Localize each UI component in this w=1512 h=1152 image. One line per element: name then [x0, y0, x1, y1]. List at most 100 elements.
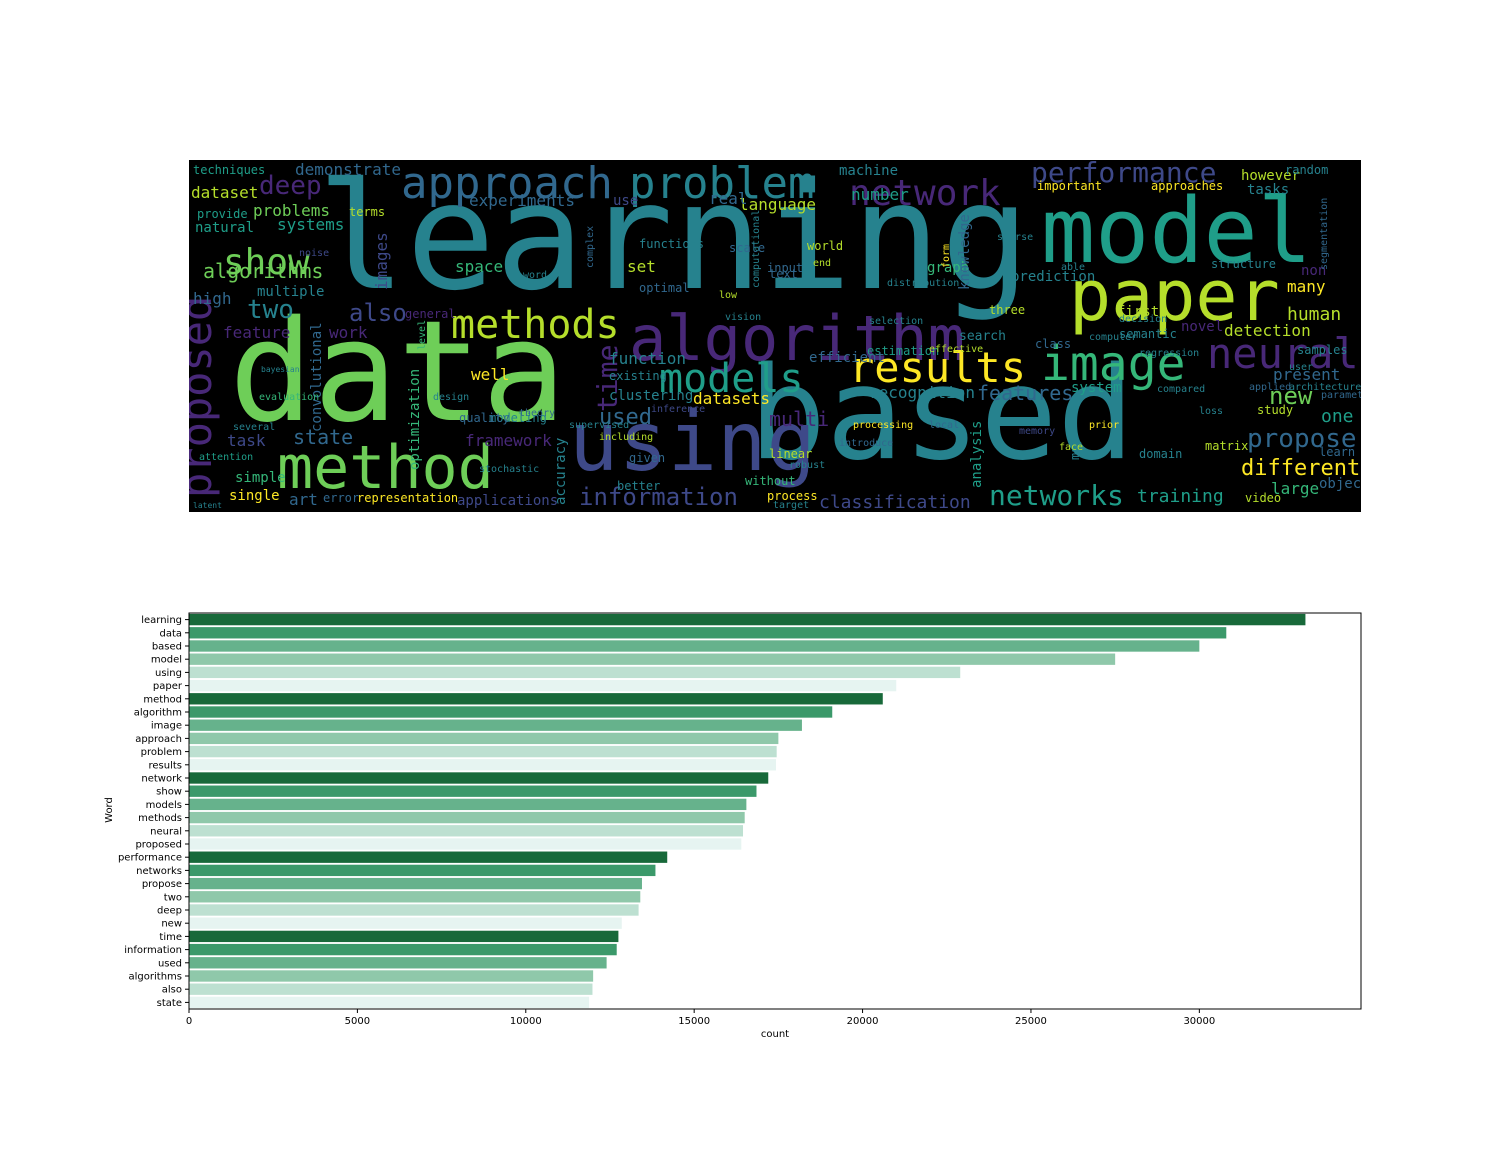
word-cloud-word: including [599, 432, 653, 443]
word-cloud-word: existing [609, 369, 667, 383]
word-cloud-word: input [767, 261, 803, 275]
y-tick-label: approach [135, 734, 182, 745]
bar [189, 679, 897, 692]
word-cloud-word: applied [1249, 382, 1291, 393]
word-cloud-word: models [659, 356, 804, 402]
word-cloud-word: functions [639, 237, 704, 251]
word-cloud-word: real [709, 189, 748, 208]
word-cloud-word: applications [457, 493, 558, 509]
word-cloud-word: however [1241, 168, 1300, 184]
word-cloud-word: terms [349, 205, 385, 219]
word-cloud-word: random [1285, 163, 1328, 177]
word-cloud-word: noise [299, 248, 329, 259]
y-tick-label: used [158, 958, 182, 969]
word-cloud-word: matrix [1205, 439, 1248, 453]
word-cloud-word: experiments [469, 191, 575, 210]
y-tick-label: new [161, 919, 182, 930]
word-cloud-word: target [773, 500, 809, 511]
word-cloud-word: memory [1019, 426, 1055, 437]
word-cloud-word: performance [1031, 160, 1216, 189]
word-cloud-word: samples [1297, 343, 1348, 357]
word-cloud-word: convolutional [309, 322, 325, 432]
word-cloud-word: vision [725, 312, 761, 323]
y-tick-label: methods [138, 813, 182, 824]
y-tick-label: propose [142, 879, 182, 890]
word-cloud-word: modeling [489, 411, 547, 425]
bar [189, 627, 1227, 639]
word-cloud-word: results [849, 343, 1026, 392]
word-cloud-word: word [523, 270, 547, 281]
word-cloud-word: process [767, 489, 818, 503]
word-cloud-word: state [293, 425, 353, 449]
word-cloud-word: several [233, 422, 275, 433]
word-cloud-word: face [1059, 442, 1083, 453]
word-cloud-word: estimation [867, 344, 939, 358]
bar [189, 666, 961, 679]
word-cloud-word: attention [199, 452, 253, 463]
word-cloud-word: distribution [887, 278, 959, 289]
x-axis-ticks: 0 5000 10000 15000 20000 25000 30000 [186, 1009, 1215, 1027]
word-cloud-word: prior [1089, 420, 1119, 431]
word-cloud-word: set [627, 257, 656, 276]
word-cloud-word: study [1257, 403, 1293, 417]
y-tick-label: model [151, 655, 182, 666]
word-cloud-word: propose [1247, 424, 1357, 454]
word-cloud-word: error [323, 491, 359, 505]
bar [189, 825, 744, 837]
bar [189, 653, 1116, 665]
bar [189, 732, 779, 745]
word-cloud-word: methods [451, 302, 620, 348]
word-cloud-word: may [1068, 438, 1082, 460]
word-cloud-word: show [223, 242, 310, 283]
word-cloud-word: problems [253, 201, 330, 220]
y-tick-label: neural [150, 826, 182, 837]
word-cloud-word: demonstrate [295, 160, 401, 179]
word-cloud-word: systems [277, 215, 344, 234]
word-cloud-word: effective [929, 344, 983, 355]
y-tick-label: state [157, 998, 182, 1009]
word-cloud-word: complex [585, 226, 596, 268]
word-cloud-word: proposed [189, 296, 221, 498]
word-cloud-word: classification [819, 492, 971, 512]
y-tick-label: problem [141, 747, 182, 758]
word-cloud-word: optimal [639, 281, 690, 295]
word-cloud-word: approach [401, 160, 613, 209]
word-cloud-word: inference [651, 404, 705, 415]
y-tick-label: algorithms [129, 972, 182, 983]
x-tick-label: 15000 [678, 1016, 710, 1027]
y-tick-label: proposed [135, 840, 182, 851]
bar [189, 798, 747, 811]
word-cloud-word: representation [357, 491, 458, 505]
word-cloud-word: simple [235, 470, 286, 486]
plot-frame [188, 612, 1362, 1010]
word-cloud-word: first [1117, 304, 1159, 320]
bar [189, 983, 593, 995]
word-cloud-word: bayesian [261, 365, 300, 374]
word-cloud-word: structure [1211, 257, 1276, 271]
bar [189, 943, 617, 956]
word-cloud-word: machine [839, 163, 898, 179]
y-tick-label: information [124, 945, 182, 956]
x-tick-label: 30000 [1183, 1016, 1215, 1027]
word-cloud-word: algorithm [629, 302, 965, 375]
word-cloud-word: data [229, 291, 566, 454]
word-cloud-word: local [929, 420, 959, 431]
bar [189, 719, 802, 731]
word-cloud-word: used [599, 405, 652, 430]
y-tick-label: network [141, 774, 182, 785]
word-cloud-word: efficient [809, 350, 885, 366]
word-cloud-word: time [591, 345, 624, 412]
word-cloud-word: introduce [839, 438, 893, 449]
word-cloud-word: new [1269, 382, 1313, 410]
bar [189, 904, 639, 916]
word-cloud-word: low [719, 290, 738, 301]
word-cloud-word: techniques [193, 163, 265, 177]
y-tick-label: networks [136, 866, 182, 877]
word-cloud-word: image [1041, 336, 1186, 392]
bar [189, 851, 668, 863]
word-cloud-word: accuracy [553, 438, 569, 505]
word-cloud-word: paper [1069, 255, 1280, 337]
word-cloud-word: prediction [1011, 269, 1095, 285]
word-cloud-word: algorithms [203, 259, 323, 283]
word-cloud-word: user [1289, 362, 1313, 373]
